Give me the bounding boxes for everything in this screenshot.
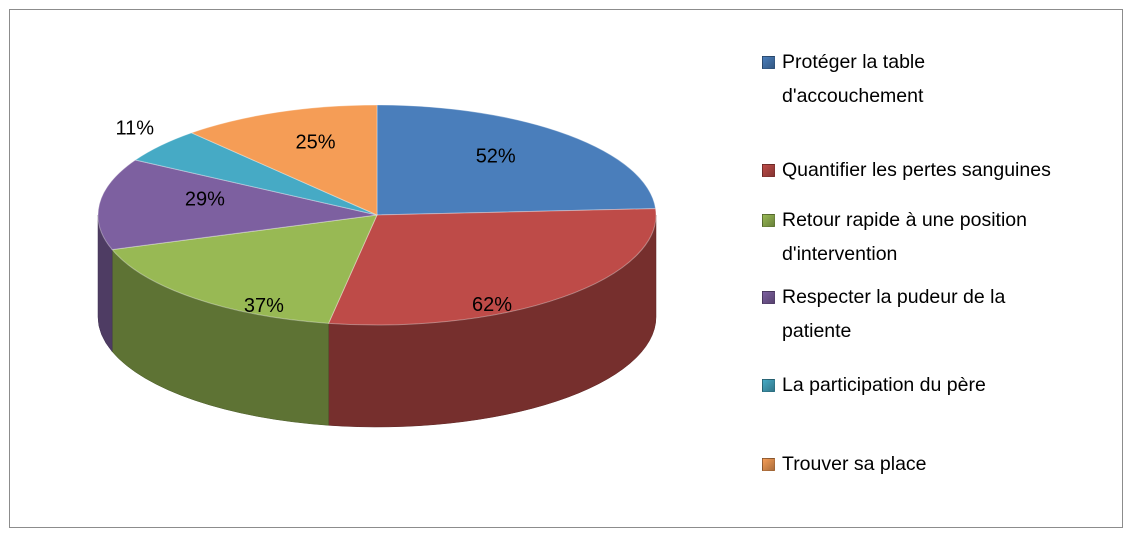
legend-label: Trouver sa place bbox=[782, 453, 927, 475]
legend-item: Quantifier les pertes sanguines bbox=[762, 153, 1051, 187]
legend-item: La participation du père bbox=[762, 368, 986, 402]
data-label: 29% bbox=[185, 188, 225, 210]
slice bbox=[190, 104, 378, 216]
legend-label: Retour rapide à une position d'intervent… bbox=[782, 209, 1027, 265]
legend-label: La participation du père bbox=[782, 374, 986, 396]
legend-swatch bbox=[762, 164, 775, 177]
data-label: 25% bbox=[295, 132, 335, 154]
data-label: 62% bbox=[472, 294, 512, 316]
legend-item: Respecter la pudeur de la patiente bbox=[762, 280, 1005, 348]
slice bbox=[327, 208, 657, 326]
legend-label: Respecter la pudeur de la patiente bbox=[782, 286, 1006, 342]
legend-swatch bbox=[762, 291, 775, 304]
legend-swatch bbox=[762, 458, 775, 471]
legend-item: Protéger la table d'accouchement bbox=[762, 45, 925, 113]
legend-swatch bbox=[762, 379, 775, 392]
data-label: 37% bbox=[244, 295, 284, 317]
legend-swatch bbox=[762, 214, 775, 227]
slice bbox=[134, 132, 378, 216]
legend-label: Protéger la table d'accouchement bbox=[782, 51, 926, 107]
slice bbox=[111, 214, 378, 324]
slice bbox=[97, 159, 378, 251]
data-label: 11% bbox=[115, 117, 154, 139]
legend-item: Retour rapide à une position d'intervent… bbox=[762, 203, 1027, 271]
legend-swatch bbox=[762, 56, 775, 69]
legend-item: Trouver sa place bbox=[762, 447, 927, 481]
slice bbox=[376, 104, 657, 216]
data-label: 52% bbox=[476, 146, 516, 168]
legend-label: Quantifier les pertes sanguines bbox=[782, 159, 1051, 181]
